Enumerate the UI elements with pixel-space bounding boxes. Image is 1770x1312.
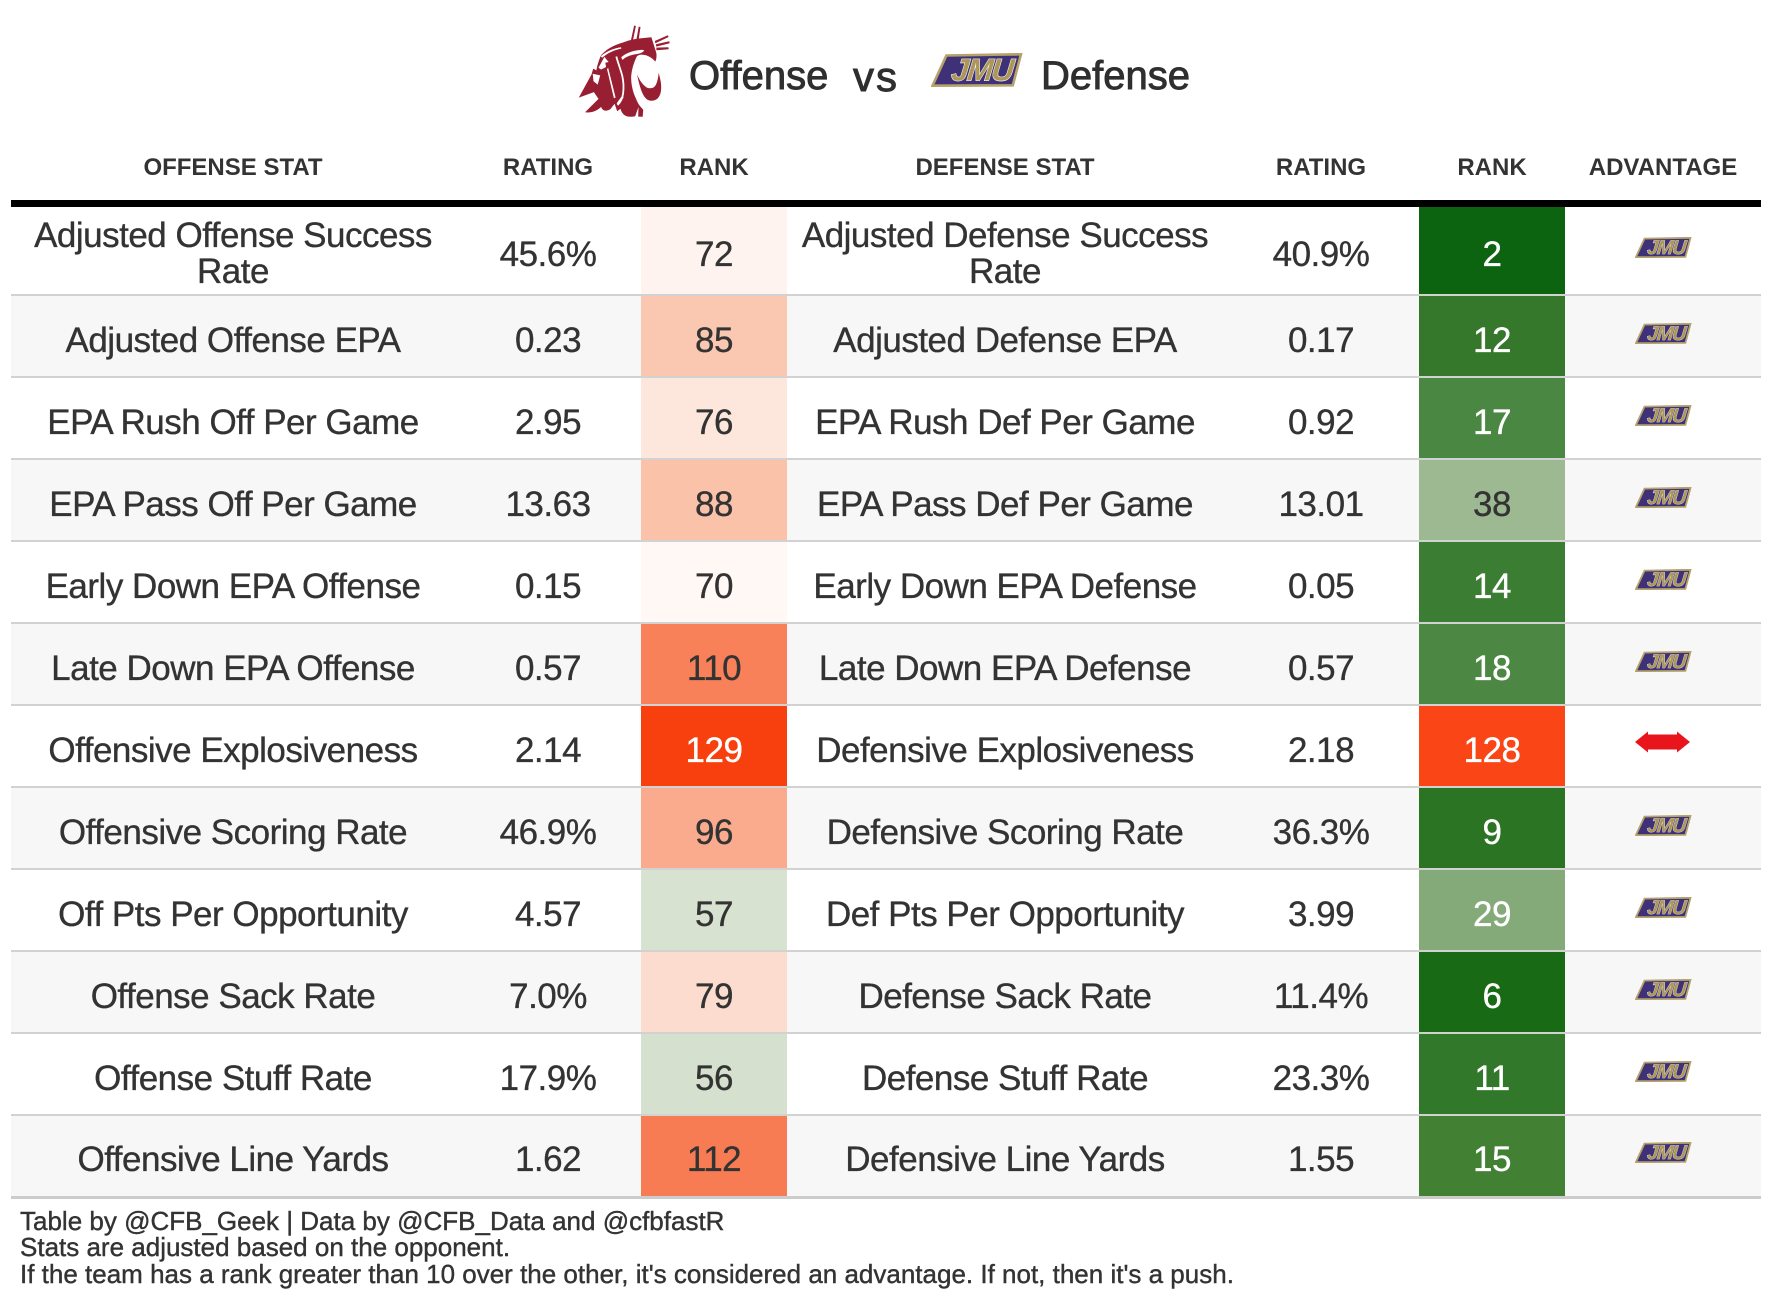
svg-text:JMU: JMU xyxy=(950,53,1018,87)
